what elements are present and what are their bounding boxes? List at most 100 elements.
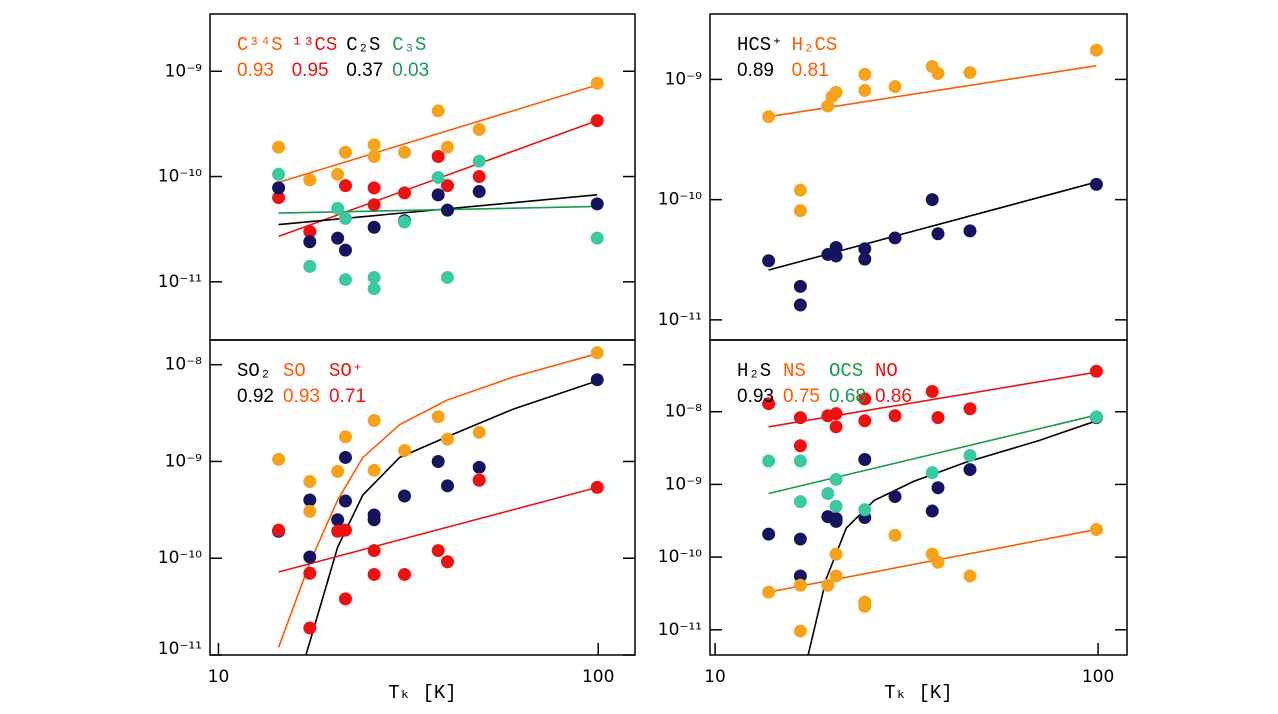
data-point bbox=[762, 454, 776, 468]
data-point bbox=[793, 298, 807, 312]
data-point bbox=[472, 122, 486, 136]
legend-correlation: 0.71 bbox=[329, 386, 366, 407]
data-point bbox=[440, 270, 454, 284]
data-point bbox=[590, 373, 604, 387]
data-point bbox=[431, 170, 445, 184]
legend-name: HCS⁺ bbox=[737, 34, 783, 56]
data-point bbox=[858, 242, 872, 256]
y-tick-label: 10⁻¹¹ bbox=[158, 272, 202, 292]
data-point bbox=[472, 185, 486, 199]
data-point bbox=[931, 66, 945, 80]
legend-correlation: 0.68 bbox=[829, 386, 866, 407]
data-point bbox=[472, 170, 486, 184]
data-point bbox=[338, 430, 352, 444]
data-point bbox=[272, 191, 286, 205]
data-point bbox=[829, 407, 843, 421]
plot-area bbox=[272, 76, 604, 296]
x-tick-label: 100 bbox=[582, 667, 614, 687]
data-point bbox=[931, 411, 945, 425]
plot-area bbox=[272, 346, 604, 655]
y-tick-label: 10⁻¹¹ bbox=[158, 639, 202, 659]
data-point bbox=[925, 466, 939, 480]
data-point bbox=[963, 66, 977, 80]
data-point bbox=[793, 569, 807, 583]
fit-line bbox=[768, 414, 1097, 495]
data-point bbox=[367, 150, 381, 164]
data-point bbox=[762, 397, 776, 411]
data-point bbox=[331, 167, 345, 181]
data-point bbox=[1089, 410, 1103, 424]
data-point bbox=[793, 411, 807, 425]
data-point bbox=[367, 270, 381, 284]
data-point bbox=[590, 346, 604, 360]
data-point bbox=[367, 282, 381, 296]
data-point bbox=[303, 225, 317, 239]
data-point bbox=[858, 453, 872, 467]
data-point bbox=[398, 443, 412, 457]
data-point bbox=[963, 569, 977, 583]
y-tick-label: 10⁻⁹ bbox=[165, 451, 203, 471]
data-point bbox=[431, 188, 445, 202]
plot-area bbox=[762, 364, 1103, 655]
data-point bbox=[762, 585, 776, 599]
data-point bbox=[963, 448, 977, 462]
data-point bbox=[303, 493, 317, 507]
data-point bbox=[431, 410, 445, 424]
data-point bbox=[925, 193, 939, 207]
legend-correlation: 0.86 bbox=[875, 386, 912, 407]
data-point bbox=[590, 231, 604, 245]
data-point bbox=[367, 220, 381, 234]
data-point bbox=[303, 621, 317, 635]
legend-name: SO₂ bbox=[237, 360, 271, 382]
data-point bbox=[303, 235, 317, 249]
data-point bbox=[367, 544, 381, 558]
data-point bbox=[888, 490, 902, 504]
data-point bbox=[303, 475, 317, 489]
data-point bbox=[1089, 522, 1103, 536]
data-point bbox=[1089, 177, 1103, 191]
data-point bbox=[272, 181, 286, 195]
data-point bbox=[338, 243, 352, 257]
legend-correlation: 0.92 bbox=[237, 386, 274, 407]
data-point bbox=[398, 567, 412, 581]
x-tick-label: 10 bbox=[704, 667, 726, 687]
data-point bbox=[1089, 364, 1103, 378]
data-point bbox=[338, 273, 352, 287]
data-point bbox=[303, 259, 317, 273]
data-point bbox=[431, 104, 445, 118]
legend-correlation: 0.75 bbox=[783, 386, 820, 407]
x-axis-label: Tₖ [K] bbox=[388, 682, 456, 704]
legend-correlation: 0.93 bbox=[283, 386, 320, 407]
data-point bbox=[590, 114, 604, 128]
legend-correlation: 0.93 bbox=[237, 60, 274, 81]
y-tick-label: 10⁻¹⁰ bbox=[658, 547, 702, 567]
data-point bbox=[829, 85, 843, 99]
fit-line bbox=[277, 352, 598, 648]
fit-line bbox=[278, 486, 598, 573]
data-point bbox=[398, 215, 412, 229]
data-point bbox=[338, 523, 352, 537]
data-point bbox=[793, 439, 807, 453]
data-point bbox=[331, 464, 345, 478]
data-point bbox=[590, 76, 604, 90]
data-point bbox=[793, 183, 807, 197]
data-point bbox=[440, 555, 454, 569]
data-point bbox=[338, 592, 352, 606]
data-point bbox=[963, 224, 977, 238]
data-point bbox=[858, 414, 872, 428]
y-tick-label: 10⁻⁹ bbox=[665, 474, 703, 494]
data-point bbox=[472, 425, 486, 439]
x-tick-label: 10 bbox=[208, 667, 230, 687]
y-tick-label: 10⁻¹⁰ bbox=[158, 167, 202, 187]
data-point bbox=[821, 486, 835, 500]
legend-name: SO⁺ bbox=[329, 360, 363, 382]
data-point bbox=[272, 523, 286, 537]
y-tick-label: 10⁻¹⁰ bbox=[658, 190, 702, 210]
data-point bbox=[331, 201, 345, 215]
data-point bbox=[793, 495, 807, 509]
y-tick-label: 10⁻⁸ bbox=[165, 355, 203, 375]
x-tick-label: 100 bbox=[1082, 667, 1114, 687]
data-point bbox=[367, 414, 381, 428]
data-point bbox=[338, 450, 352, 464]
